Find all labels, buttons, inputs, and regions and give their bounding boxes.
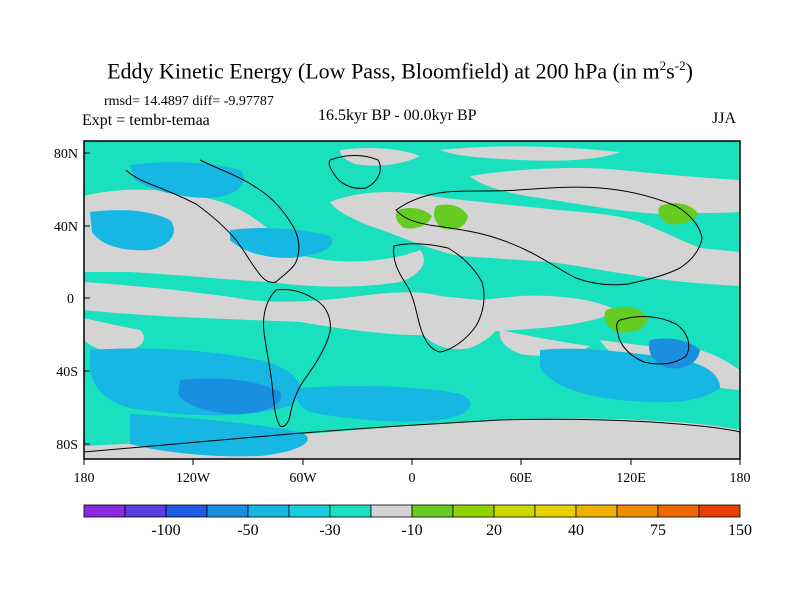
blue-region-aus — [648, 338, 700, 369]
period-label: 16.5kyr BP - 00.0kyr BP — [318, 107, 477, 124]
cyan-region-namerica — [230, 228, 333, 258]
rmsd-diff-stats: rmsd= 14.4897 diff= -9.97787 — [104, 94, 274, 109]
coast-greenland — [328, 155, 381, 189]
colorbar-swatch — [698, 504, 741, 518]
colorbar-swatch — [83, 504, 126, 518]
lon-label: 60W — [289, 471, 317, 486]
green-region-med — [434, 204, 468, 230]
lat-label: 80S — [56, 438, 78, 453]
colorbar-label: 20 — [486, 522, 502, 539]
colorbar-swatch — [247, 504, 290, 518]
gray-region-greenland — [340, 148, 420, 166]
coast-eurasia — [395, 186, 703, 286]
lon-label: 0 — [409, 471, 416, 486]
colorbar-swatch — [411, 504, 454, 518]
map-title: Eddy Kinetic Energy (Low Pass, Bloomfiel… — [107, 58, 693, 84]
gray-region-natl — [330, 192, 740, 286]
colorbar-label: 40 — [568, 522, 584, 539]
gray-region-sh — [84, 318, 144, 352]
colorbar-label: -50 — [237, 522, 258, 539]
colorbar-swatch — [534, 504, 577, 518]
colorbar-swatch — [575, 504, 618, 518]
coast-antarctica — [84, 418, 740, 453]
colorbar-swatch — [370, 504, 413, 518]
lat-label: 0 — [67, 292, 74, 307]
lon-axis: 180 120W 60W 0 60E 120E 180 — [74, 459, 751, 486]
lat-label: 80N — [54, 147, 78, 162]
coast-australia — [616, 316, 690, 365]
green-region-aus — [604, 306, 648, 333]
colorbar-label: 150 — [728, 522, 752, 539]
colorbar-label: -10 — [401, 522, 422, 539]
colorbar-swatch — [329, 504, 372, 518]
lat-label: 40N — [54, 220, 78, 235]
coast-north-america — [125, 159, 300, 283]
blue-region-spac — [178, 378, 281, 414]
cyan-region-satl — [295, 386, 471, 422]
season-label: JJA — [712, 110, 737, 127]
map-field — [84, 141, 740, 459]
colorbar-swatch — [616, 504, 659, 518]
lon-label: 120E — [616, 471, 646, 486]
colorbar — [83, 504, 741, 518]
lon-label: 120W — [176, 471, 211, 486]
colorbar-labels: -100 -50 -30 -10 20 40 75 150 — [151, 522, 752, 539]
colorbar-swatch — [206, 504, 249, 518]
colorbar-swatch — [493, 504, 536, 518]
lon-label: 180 — [730, 471, 751, 486]
colorbar-label: -100 — [151, 522, 180, 539]
colorbar-label: -30 — [319, 522, 340, 539]
coast-south-america — [263, 289, 331, 427]
lat-axis: 80N 40N 0 40S 80S — [54, 147, 90, 453]
green-region-japan — [658, 203, 698, 225]
coastlines — [84, 155, 740, 453]
cyan-region-canada — [130, 162, 244, 198]
colorbar-swatch — [165, 504, 208, 518]
colorbar-swatch — [657, 504, 700, 518]
lon-label: 60E — [510, 471, 533, 486]
colorbar-swatch — [124, 504, 167, 518]
lon-label: 180 — [74, 471, 95, 486]
coast-africa — [393, 243, 485, 353]
colorbar-swatch — [452, 504, 495, 518]
colorbar-swatch — [288, 504, 331, 518]
cyan-region-spole — [130, 414, 308, 457]
cyan-region-npac — [90, 210, 174, 251]
gray-region-npole — [440, 146, 620, 161]
gray-region-africa — [420, 300, 502, 350]
experiment-label: Expt = tembr-temaa — [82, 112, 210, 129]
gray-region-asia — [470, 168, 740, 214]
lat-label: 40S — [56, 365, 78, 380]
colorbar-label: 75 — [650, 522, 666, 539]
